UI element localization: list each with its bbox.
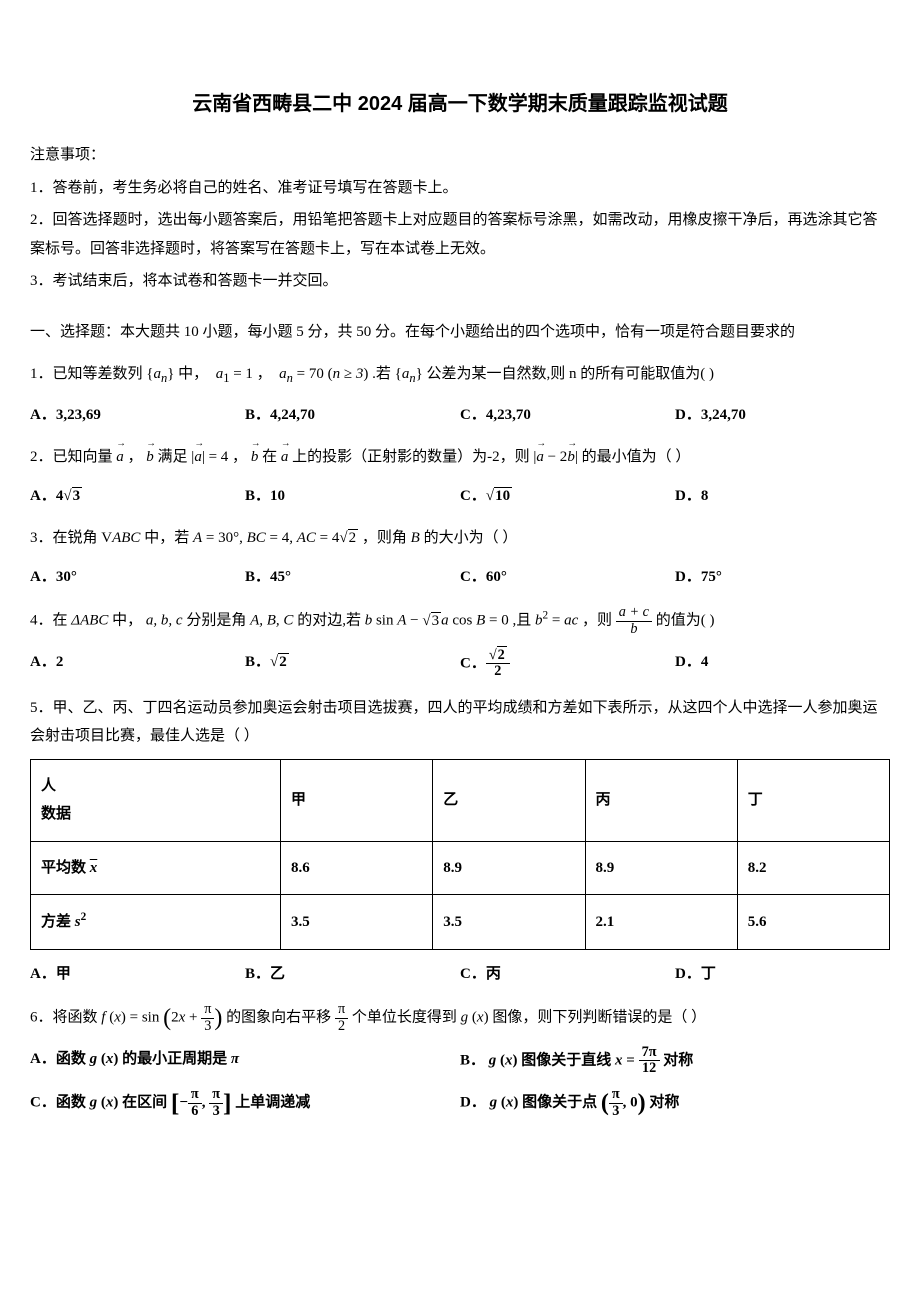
q5-opt-b: B．乙 [245, 960, 460, 989]
table-header-row: 人数据 甲 乙 丙 丁 [31, 759, 890, 841]
q1-opt-d: D．3,24,70 [675, 401, 890, 430]
q5-opt-d: D．丁 [675, 960, 890, 989]
notice-2: 2．回答选择题时，选出每小题答案后，用铅笔把答题卡上对应题目的答案标号涂黑，如需… [30, 206, 890, 263]
q4-stem-pre: 4．在 [30, 613, 68, 629]
q4-options: A．2 B．2 C．22 D．4 [30, 648, 890, 680]
q1-stem-mid1: 中， [178, 366, 208, 382]
notice-3: 3．考试结束后，将本试卷和答题卡一并交回。 [30, 267, 890, 296]
q5-table: 人数据 甲 乙 丙 丁 平均数 x 8.6 8.9 8.9 8.2 方差 s2 … [30, 759, 890, 950]
q1-an: 70 [309, 366, 324, 382]
q2-opt-c: C．10 [460, 482, 675, 511]
q1-options: A．3,23,69 B．4,24,70 C．4,23,70 D．3,24,70 [30, 401, 890, 430]
q3-opt-a: A．30° [30, 563, 245, 592]
q2-stem-mid2: 满足 [158, 449, 188, 465]
table-header-4: 丁 [737, 759, 889, 841]
q3-angle-b: B [411, 530, 420, 546]
q4-stem-mid2: 分别是角 [186, 613, 246, 629]
q6-opt-c: C．函数 g (x) 在区间 −π6, π3 上单调递减 [30, 1087, 460, 1119]
q5-opt-a: A．甲 [30, 960, 245, 989]
row-var-label: 方差 s2 [31, 895, 281, 950]
q4-sides: a, b, c [146, 613, 183, 629]
q3-opt-d: D．75° [675, 563, 890, 592]
table-row-mean: 平均数 x 8.6 8.9 8.9 8.2 [31, 841, 890, 895]
table-header-2: 乙 [433, 759, 585, 841]
q6-stem-mid2: 个单位长度得到 [352, 1010, 457, 1026]
question-4: 4．在 ΔABC 中， a, b, c 分别是角 A, B, C 的对边,若 b… [30, 605, 890, 637]
q3-stem-mid2: ，则角 [362, 530, 407, 546]
q6-options-row2: C．函数 g (x) 在区间 −π6, π3 上单调递减 D． g (x) 图像… [30, 1087, 890, 1119]
q1-cond: n ≥ 3 [333, 366, 364, 382]
q5-opt-c: C．丙 [460, 960, 675, 989]
q2-opt-d: D．8 [675, 482, 890, 511]
table-header-label: 人数据 [31, 759, 281, 841]
row-mean-3: 8.9 [585, 841, 737, 895]
row-var-4: 5.6 [737, 895, 889, 950]
exam-title: 云南省西畴县二中 2024 届高一下数学期末质量跟踪监视试题 [30, 85, 890, 123]
question-2: 2．已知向量 a ， b 满足 a = 4 ， b 在 a 上的投影（正射影的数… [30, 443, 890, 472]
notice-1: 1．答卷前，考生务必将自己的姓名、准考证号填写在答题卡上。 [30, 174, 890, 203]
q6-options-row1: A．函数 g (x) 的最小正周期是 π B． g (x) 图像关于直线 x =… [30, 1045, 890, 1077]
q6-opt-b: B． g (x) 图像关于直线 x = 7π12 对称 [460, 1045, 890, 1077]
q1-stem-pre: 1．已知等差数列 [30, 366, 143, 382]
q3-stem-pre: 3．在锐角 [30, 530, 98, 546]
q3-opt-b: B．45° [245, 563, 460, 592]
question-1: 1．已知等差数列 {an} 中， a1 = 1 ， an = 70 (n ≥ 3… [30, 360, 890, 391]
q6-stem-mid1: 的图象向右平移 [226, 1010, 331, 1026]
q3-stem-mid1: 中，若 [144, 530, 189, 546]
q2-opt-a: A．43 [30, 482, 245, 511]
q6-stem-mid3: 图像，则下列判断错误的是（ ） [492, 1010, 706, 1026]
notice-header: 注意事项： [30, 141, 890, 170]
q6-opt-d: D． g (x) 图像关于点 π3, 0 对称 [460, 1087, 890, 1119]
row-mean-label: 平均数 x [31, 841, 281, 895]
question-3: 3．在锐角 VABC 中，若 A = 30°, BC = 4, AC = 42 … [30, 524, 890, 553]
row-mean-1: 8.6 [281, 841, 433, 895]
q6-stem-pre: 6．将函数 [30, 1010, 98, 1026]
question-5: 5．甲、乙、丙、丁四名运动员参加奥运会射击项目选拔赛，四人的平均成绩和方差如下表… [30, 694, 890, 751]
row-mean-4: 8.2 [737, 841, 889, 895]
q1-opt-c: C．4,23,70 [460, 401, 675, 430]
q1-opt-a: A．3,23,69 [30, 401, 245, 430]
q4-opt-c: C．22 [460, 648, 675, 680]
table-row-var: 方差 s2 3.5 3.5 2.1 5.6 [31, 895, 890, 950]
section-1-intro: 一、选择题：本大题共 10 小题，每小题 5 分，共 50 分。在每个小题给出的… [30, 318, 890, 347]
q2-stem-mid1: ， [128, 449, 143, 465]
row-var-1: 3.5 [281, 895, 433, 950]
table-header-3: 丙 [585, 759, 737, 841]
q4-opt-d: D．4 [675, 648, 890, 680]
q4-stem-mid6: 的值为( ) [656, 613, 715, 629]
q1-opt-b: B．4,24,70 [245, 401, 460, 430]
q2-opt-b: B．10 [245, 482, 460, 511]
q2-stem-mid6: 的最小值为（ ） [582, 449, 691, 465]
question-6: 6．将函数 f (x) = sin 2x + π3 的图象向右平移 π2 个单位… [30, 1002, 890, 1034]
q1-stem-mid4: 公差为某一自然数,则 n 的所有可能取值为( ) [427, 366, 715, 382]
q4-opt-b: B．2 [245, 648, 460, 680]
q4-opt-a: A．2 [30, 648, 245, 680]
q4-stem-mid4: ,且 [513, 613, 532, 629]
q3-opt-c: C．60° [460, 563, 675, 592]
q3-stem-mid3: 的大小为（ ） [424, 530, 518, 546]
q2-stem-mid5: 上的投影（正射影的数量）为-2，则 [292, 449, 530, 465]
q2-abs-a: 4 [221, 449, 229, 465]
q4-tri: ΔABC [71, 613, 108, 629]
row-var-3: 2.1 [585, 895, 737, 950]
q1-stem-mid3: .若 [372, 366, 391, 382]
q5-options: A．甲 B．乙 C．丙 D．丁 [30, 960, 890, 989]
q4-stem-mid3: 的对边,若 [297, 613, 361, 629]
q3-options: A．30° B．45° C．60° D．75° [30, 563, 890, 592]
row-var-2: 3.5 [433, 895, 585, 950]
table-header-1: 甲 [281, 759, 433, 841]
q2-options: A．43 B．10 C．10 D．8 [30, 482, 890, 511]
q2-stem-mid3: ， [232, 449, 247, 465]
q6-opt-a: A．函数 g (x) 的最小正周期是 π [30, 1045, 460, 1077]
q4-stem-mid5: ，则 [582, 613, 612, 629]
q4-stem-mid1: 中， [112, 613, 142, 629]
q1-a1: 1 [245, 366, 253, 382]
q2-stem-pre: 2．已知向量 [30, 449, 113, 465]
q2-stem-mid4: 在 [262, 449, 277, 465]
q4-angles: A, B, C [250, 613, 293, 629]
q1-stem-mid2: ， [257, 366, 272, 382]
row-mean-2: 8.9 [433, 841, 585, 895]
